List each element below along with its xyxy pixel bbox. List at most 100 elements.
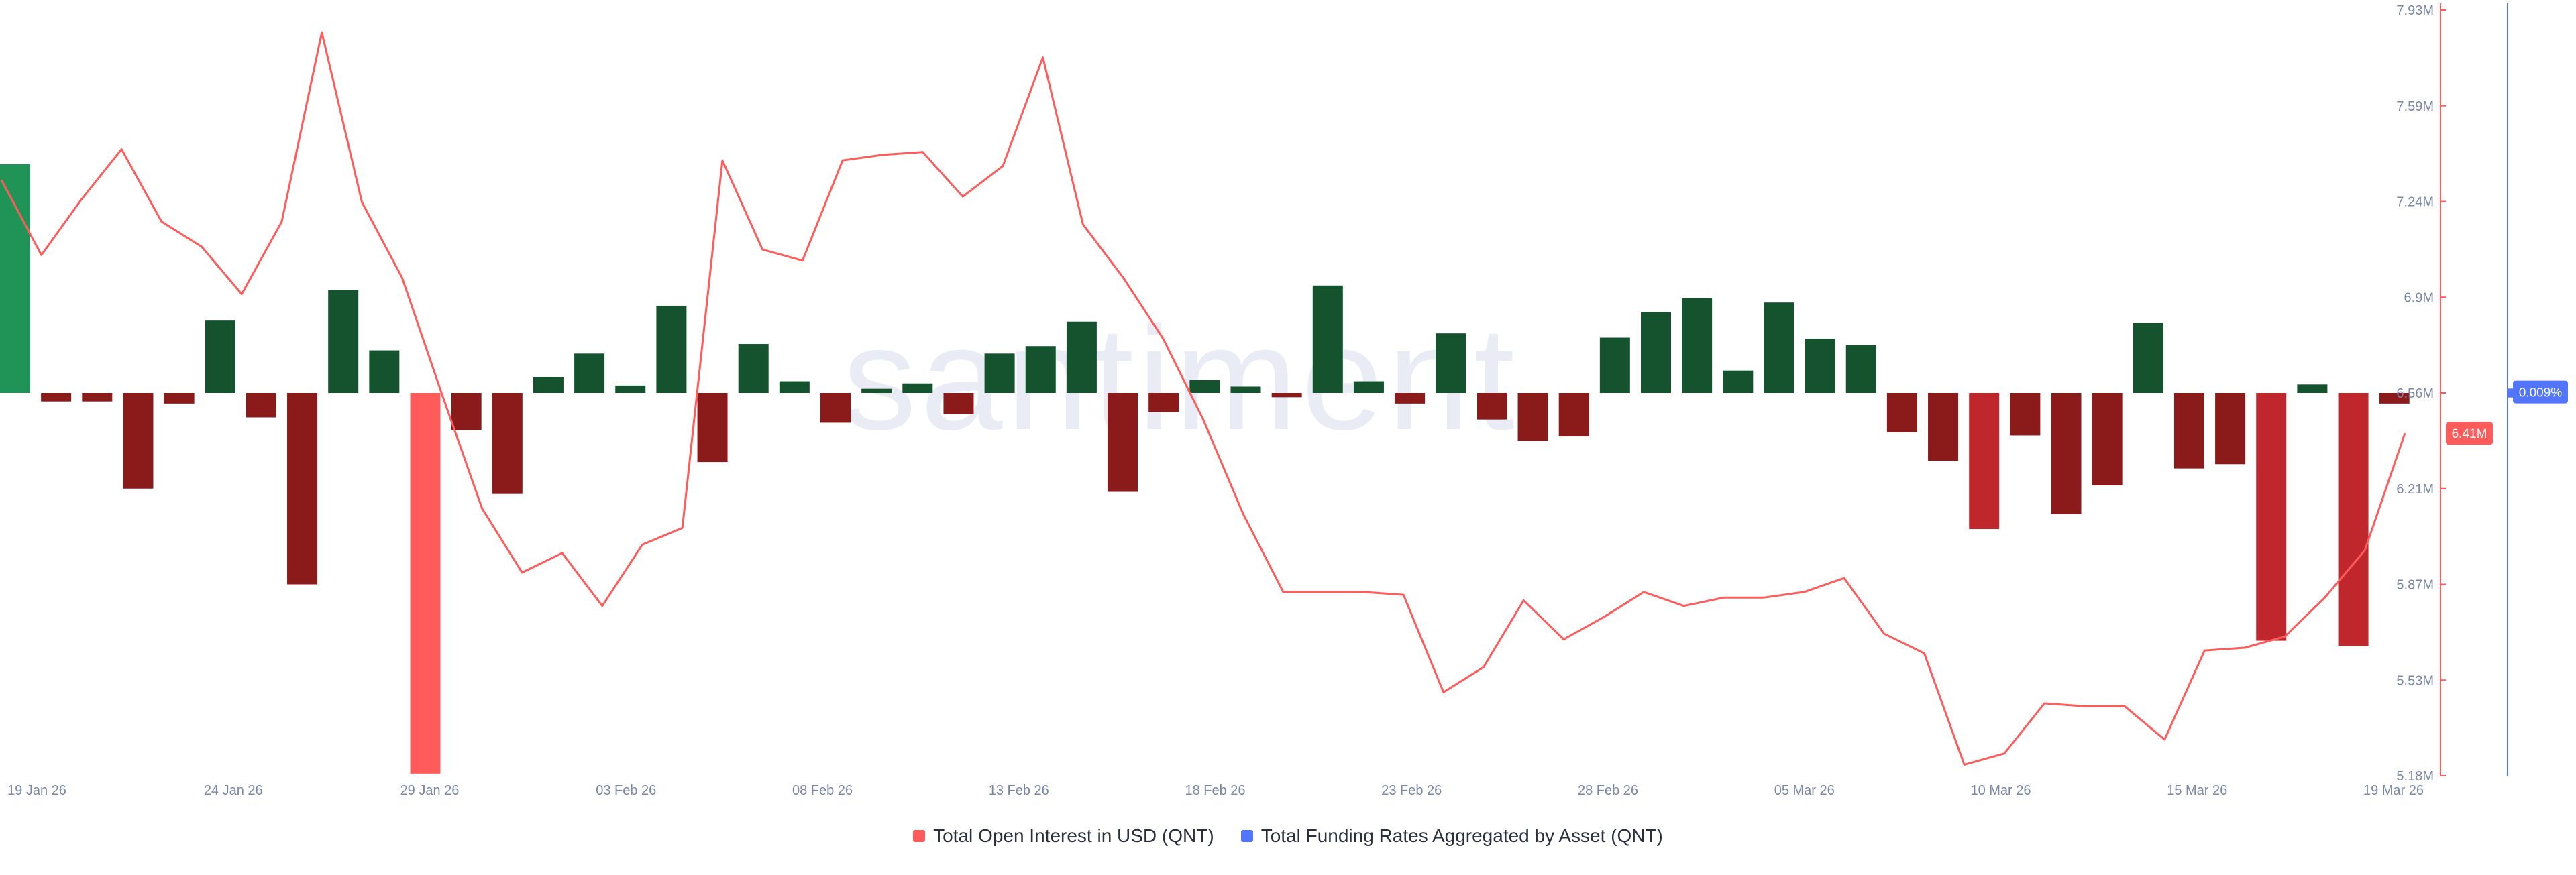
x-tick-label: 08 Feb 26 (792, 783, 853, 798)
open-interest-tick-label: 7.93M (2396, 3, 2434, 18)
funding-bar (164, 393, 195, 404)
legend-item-open-interest[interactable]: Total Open Interest in USD (QNT) (913, 825, 1214, 847)
x-tick-label: 23 Feb 26 (1381, 783, 1442, 798)
x-tick-label: 18 Feb 26 (1185, 783, 1245, 798)
funding-bar (1189, 380, 1220, 393)
funding-bar (1025, 346, 1056, 393)
x-tick-label: 05 Mar 26 (1774, 783, 1835, 798)
funding-bar (1805, 339, 1835, 393)
funding-bar (1682, 298, 1713, 393)
legend: Total Open Interest in USD (QNT) Total F… (0, 823, 2576, 850)
funding-bar (779, 381, 810, 393)
funding-bar (533, 377, 564, 393)
funding-bar (1477, 393, 1507, 420)
funding-bar (984, 353, 1015, 393)
funding-bar (820, 393, 851, 423)
funding-bar (1723, 370, 1754, 393)
legend-swatch-open-interest (913, 830, 926, 842)
funding-rate-current-badge (2513, 380, 2568, 404)
x-tick-label: 13 Feb 26 (989, 783, 1049, 798)
funding-bar (1599, 337, 1630, 393)
funding-rate-current-value: 0.009% (2519, 386, 2563, 400)
x-tick-label: 24 Jan 26 (204, 783, 263, 798)
open-interest-axis: 7.93M 7.59M 7.24M 6.9M 6.56M 6.21M 5.87M 5.53M 5… (2396, 3, 2493, 784)
funding-bar (2379, 393, 2410, 404)
funding-bar (574, 353, 605, 393)
open-interest-line (0, 31, 2406, 766)
open-interest-current-value: 6.41M (2452, 427, 2487, 441)
funding-bar (123, 393, 154, 489)
funding-bar (1353, 381, 1384, 393)
x-axis: 19 Jan 26 24 Jan 26 29 Jan 26 03 Feb 26 08 F… (7, 783, 2424, 798)
x-tick-label: 19 Mar 26 (2363, 783, 2424, 798)
funding-bar (656, 305, 687, 393)
funding-bar (287, 393, 318, 585)
open-interest-tick-label: 5.18M (2396, 769, 2434, 784)
watermark: santiment (843, 296, 1519, 461)
funding-bar (369, 350, 400, 393)
x-tick-label: 10 Mar 26 (1970, 783, 2031, 798)
funding-bar (451, 393, 482, 430)
x-tick-label: 28 Feb 26 (1578, 783, 1638, 798)
funding-bar (738, 344, 769, 393)
open-interest-tick-label: 5.53M (2396, 673, 2434, 688)
funding-bar (1641, 312, 1671, 393)
funding-bar (2174, 393, 2204, 469)
funding-bar (1764, 302, 1794, 393)
funding-bar (1969, 393, 2000, 530)
legend-label-open-interest: Total Open Interest in USD (QNT) (933, 825, 1214, 846)
funding-bar (1558, 393, 1589, 437)
open-interest-tick-label: 6.21M (2396, 482, 2434, 497)
legend-label-funding-rate: Total Funding Rates Aggregated by Asset … (1260, 825, 1663, 846)
funding-bar (1395, 393, 1426, 404)
open-interest-tick-label: 7.59M (2396, 99, 2434, 114)
funding-bar (861, 388, 892, 393)
funding-bar (697, 393, 728, 463)
funding-bar (615, 385, 646, 393)
funding-rate-axis: 0.036%0.024%0.012%0%-0.009%-0.018%-0.027… (2507, 3, 2568, 776)
funding-bar (1845, 345, 1876, 393)
funding-bar (2051, 393, 2082, 514)
funding-bar (492, 393, 523, 494)
x-tick-label: 15 Mar 26 (2167, 783, 2227, 798)
x-tick-label: 03 Feb 26 (596, 783, 656, 798)
funding-bar (1230, 386, 1261, 393)
funding-bar (1312, 285, 1343, 393)
funding-bar (410, 393, 441, 774)
funding-bar (1436, 333, 1466, 393)
funding-bar (1108, 393, 1138, 492)
open-interest-tick-label: 6.56M (2396, 386, 2434, 401)
funding-bar (902, 383, 933, 393)
funding-bar (2133, 323, 2163, 393)
funding-bar (1066, 321, 1097, 393)
x-tick-label: 29 Jan 26 (400, 783, 460, 798)
funding-bar (205, 320, 235, 393)
funding-bar (1148, 393, 1179, 412)
funding-bar (2338, 393, 2369, 646)
funding-bar (246, 393, 276, 418)
open-interest-tick-label: 7.24M (2396, 195, 2434, 210)
funding-bar (328, 290, 359, 393)
legend-swatch-funding-rate (1240, 830, 1253, 842)
funding-bar (1886, 393, 1917, 432)
funding-bar (41, 393, 72, 402)
open-interest-tick-label: 5.87M (2396, 578, 2434, 593)
funding-bar (82, 393, 113, 402)
open-interest-current-badge (2446, 422, 2493, 445)
funding-bar (1928, 393, 1959, 461)
funding-bars (0, 164, 2410, 774)
open-interest-line-group (0, 31, 2406, 766)
funding-bar (1517, 393, 1548, 441)
legend-item-funding-rate[interactable]: Total Funding Rates Aggregated by Asset … (1240, 825, 1663, 847)
funding-bar (0, 164, 30, 393)
funding-bar (2297, 384, 2328, 393)
funding-bar (2215, 393, 2246, 465)
open-interest-tick-label: 6.9M (2404, 290, 2434, 305)
funding-bar (2256, 393, 2287, 641)
funding-bar (2010, 393, 2041, 436)
funding-bar (2092, 393, 2123, 485)
funding-bar (1271, 393, 1302, 398)
funding-bar (943, 393, 974, 414)
